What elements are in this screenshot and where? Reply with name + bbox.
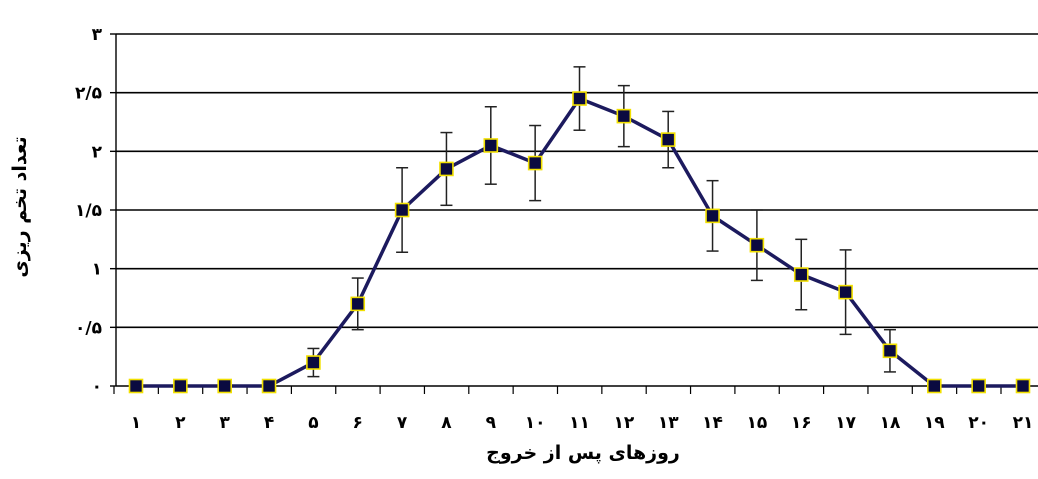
x-tick-labels: ۱ ۲ ۳ ۴ ۵ ۶ ۷ ۸ ۹ ۱۰ ۱۱ ۱۲ ۱۳ ۱۴ ۱۵ ۱۶ ۱۷ ۱۸ ۱۹ ۲۰ ۲۱ [131,413,1034,433]
y-tick-label: ۳ [92,25,103,45]
x-tick-label: ۱۷ [835,413,856,433]
data-point [749,237,765,253]
y-tick-label: ۱/۵ [75,201,102,221]
x-tick-label: ۱۸ [880,413,901,433]
data-point [793,267,809,282]
x-tick-label: ۵ [308,413,318,433]
data-point [128,378,144,394]
x-tick-label: ۱۳ [658,413,679,433]
data-point [705,208,720,224]
data-point [261,378,277,394]
data-point [1015,378,1031,394]
x-tick-label: ۱۱ [569,413,590,433]
data-point [660,132,676,147]
x-tick-label: ۱۹ [924,413,945,433]
y-tick-label: ۲/۵ [75,84,102,104]
x-tick-label: ۸ [441,413,452,433]
x-tick-label: ۷ [397,413,408,433]
x-tick-label: ۴ [264,413,274,433]
y-tick-labels: ۰ ۰/۵ ۱ ۱/۵ ۲ ۲/۵ ۳ [75,25,103,397]
data-point [439,161,454,177]
y-tick-label: ۰/۵ [75,318,102,338]
data-point [306,355,321,370]
data-point [483,138,499,153]
data-point [616,108,632,124]
data-point [394,202,410,218]
data-point [350,296,366,312]
x-axis-title: روزهای پس از خروج [486,442,680,464]
x-tick-label: ۳ [220,413,231,433]
y-axis-title: تعداد تخم ریزی [9,136,31,277]
x-tick-label: ۲۰ [968,413,989,433]
data-point [173,378,188,394]
x-tick-label: ۱۰ [525,413,546,433]
x-tick-label: ۲۱ [1013,413,1034,433]
gridlines [116,33,1038,387]
x-tick-label: ۱ [131,413,141,433]
x-tick-label: ۱۵ [747,413,768,433]
x-tick-label: ۹ [486,413,497,433]
axes [110,33,1002,394]
x-tick-label: ۱۴ [702,413,723,433]
data-point [926,378,942,394]
data-point [527,155,543,171]
y-tick-label: ۲ [92,142,103,162]
data-point [572,91,587,106]
data-point [971,378,986,394]
data-point [217,378,232,394]
data-point [838,284,853,300]
data-point [882,343,898,359]
x-tick-label: ۱۲ [613,413,634,433]
x-tick-label: ۲ [175,413,186,433]
x-tick-label: ۱۶ [791,413,812,433]
y-tick-label: ۱ [92,260,102,280]
y-tick-label: ۰ [92,377,102,397]
x-tick-label: ۶ [353,413,363,433]
data-markers [128,91,1031,394]
